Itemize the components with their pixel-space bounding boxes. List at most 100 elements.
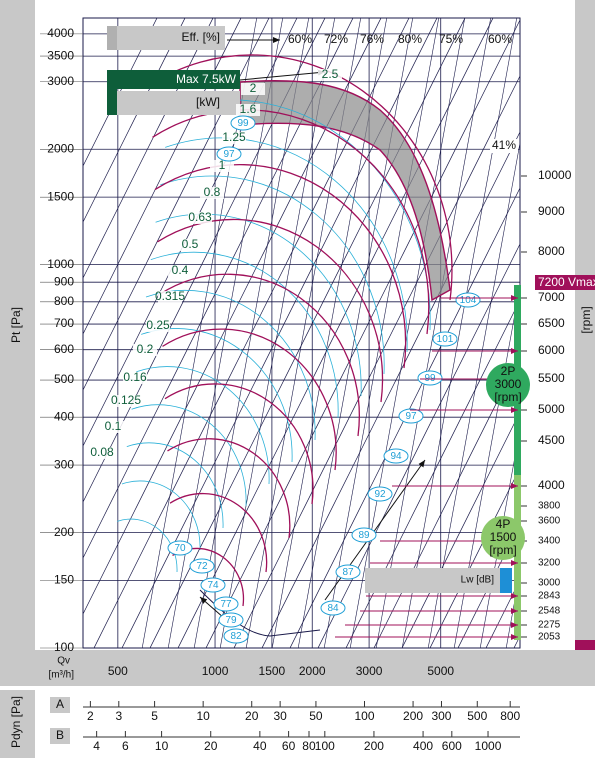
x-tick-label: 3000	[356, 664, 383, 678]
min-curve	[199, 589, 321, 637]
pdyn-tick-label: 20	[245, 709, 259, 723]
noise-box-tab	[500, 568, 512, 593]
y-tick-label: 1000	[47, 257, 74, 271]
power-box-tab	[107, 70, 117, 115]
x-axis-label: Qv	[57, 656, 70, 667]
power-arrow	[239, 69, 326, 81]
eff-box	[107, 26, 225, 50]
rpm-tick-label: 3400	[538, 536, 561, 547]
system-line	[429, 467, 520, 648]
y-tick-label: 1500	[47, 189, 74, 203]
noise-label: 92	[374, 489, 386, 500]
rpm-tick-label: 2548	[538, 606, 561, 617]
noise-badge	[455, 292, 481, 308]
noise-label: 104	[460, 295, 477, 306]
system-line-steep	[453, 284, 520, 648]
system-line	[317, 243, 520, 648]
noise-badge	[417, 370, 443, 386]
qv-band	[0, 650, 595, 686]
noise-badge	[367, 486, 393, 502]
pdyn-a-box	[50, 697, 70, 713]
pdyn-label: Pdyn [Pa]	[9, 696, 23, 748]
system-line	[149, 18, 466, 648]
pdyn-tick-label: 30	[273, 709, 287, 723]
rpm-tick-label: 2275	[538, 620, 561, 631]
y-tick-label: 3000	[47, 74, 74, 88]
pdyn-tick-label: 6	[122, 739, 129, 753]
system-line	[205, 19, 520, 648]
fan-curve	[154, 163, 407, 369]
power-label: 0.8	[204, 185, 221, 199]
pdyn-tick-label: 500	[467, 709, 487, 723]
motor-unit: [rpm]	[494, 390, 521, 404]
pdyn-tick-label: 800	[500, 709, 520, 723]
noise-label: 97	[223, 149, 235, 160]
rpm-tick-label: 4000	[538, 478, 565, 492]
noise-label: 79	[225, 615, 237, 626]
noise-badge	[218, 612, 244, 628]
fan-curve	[149, 54, 453, 301]
noise-badge	[320, 600, 346, 616]
fan-curve-thin	[160, 175, 385, 375]
noise-badge	[189, 558, 215, 574]
power-label: 0.25	[146, 318, 170, 332]
noise-badge	[398, 408, 424, 424]
pdyn-tick-label: 1000	[475, 739, 502, 753]
pdyn-tick-label: 40	[253, 739, 267, 753]
left-band	[0, 0, 35, 650]
rpm-axis-label: [rpm]	[579, 306, 593, 333]
label-bg	[210, 160, 234, 172]
efficiency-label: 76%	[360, 32, 384, 46]
fan-curve-thin	[131, 404, 247, 507]
label-bg	[133, 344, 157, 356]
label-bg	[90, 447, 114, 459]
motor-poles: 4P	[496, 517, 511, 531]
max-zone	[239, 80, 451, 302]
x-tick-label: 1000	[202, 664, 229, 678]
fan-curve-thin	[165, 137, 408, 353]
pdyn-tick-label: 100	[315, 739, 335, 753]
system-line-steep	[349, 18, 466, 648]
power-label: 0.4	[172, 263, 189, 277]
fan-curve	[167, 438, 291, 539]
pdyn-scale-name: B	[56, 728, 64, 742]
system-line	[233, 75, 520, 648]
noise-label: 72	[196, 561, 208, 572]
fan-curve-thin	[141, 328, 293, 463]
y-tick-label: 900	[54, 274, 74, 288]
power-title: Max 7.5kW	[176, 72, 237, 86]
efficiency-label: 60%	[488, 32, 512, 46]
label-bg	[168, 265, 192, 277]
noise-label: 89	[358, 530, 370, 541]
rpm-tick-label: 10000	[538, 168, 572, 182]
rpm-tick-label: 3800	[538, 501, 561, 512]
efficiency-label: 80%	[398, 32, 422, 46]
y-tick-label: 300	[54, 457, 74, 471]
rpm-tick-label: 7000	[538, 290, 565, 304]
pdyn-tick-label: 600	[442, 739, 462, 753]
power-label: 0.08	[90, 445, 114, 459]
y-tick-label: 100	[54, 640, 74, 654]
label-bg	[490, 139, 518, 153]
pdyn-tick-label: 5	[151, 709, 158, 723]
label-bg	[222, 132, 246, 144]
fan-curve	[159, 273, 360, 437]
fan-curve-thin	[121, 480, 201, 551]
noise-badge	[230, 115, 256, 131]
speed-bar-4p	[514, 475, 521, 640]
noise-label: 84	[327, 603, 339, 614]
fan-curve-thin	[145, 290, 316, 441]
vmax-box	[535, 275, 595, 290]
power-label: 2	[250, 81, 257, 95]
y-tick-label: 2000	[47, 141, 74, 155]
fan-curve-thin	[126, 442, 224, 529]
system-line	[289, 187, 520, 648]
noise-badge	[383, 448, 409, 464]
y-tick-label: 400	[54, 409, 74, 423]
noise-badge	[200, 577, 226, 593]
noise-title: Lw [dB]	[461, 575, 495, 586]
noise-label: 87	[342, 567, 354, 578]
label-bg	[318, 69, 342, 81]
label-bg	[114, 395, 138, 407]
x-tick-label: 1500	[259, 664, 286, 678]
